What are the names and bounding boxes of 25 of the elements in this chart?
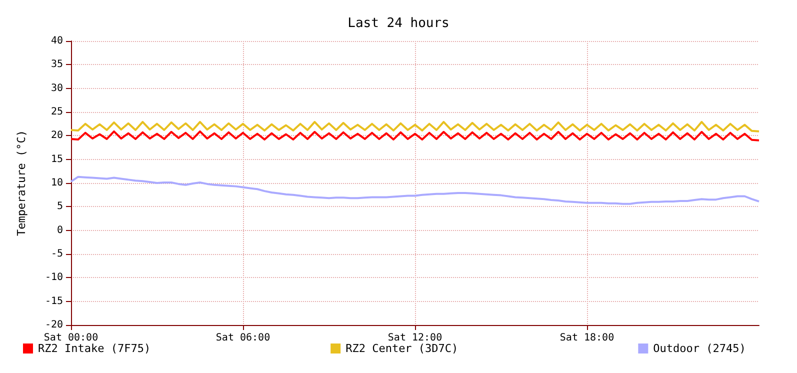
y-tick-label: -10 [44,272,63,284]
line-series [70,130,760,142]
y-tick-label: 0 [56,224,63,236]
x-tick-label: Sat 00:00 [44,332,98,344]
y-tick-label: 30 [50,82,63,94]
legend-label: RZ2 Intake (7F75) [38,342,151,355]
y-tick-label: -15 [44,296,63,307]
y-tick-label: -20 [44,320,63,330]
y-tick-label: 5 [56,201,63,212]
x-tick-label: Sat 06:00 [216,332,270,344]
legend-label: RZ2 Center (3D7C) [346,342,458,355]
y-tick-label: 25 [50,106,63,118]
line-series [70,120,760,132]
y-tick-label: -5 [50,248,63,260]
legend-label: Outdoor (2745) [653,342,746,355]
x-tick-label: Sat 12:00 [388,332,442,344]
y-tick-label: 15 [50,154,63,165]
line-series [70,176,760,205]
y-tick-label: 40 [50,36,63,46]
chart-title: Last 24 hours [348,16,450,31]
y-axis-title: Temperature (°C) [15,130,28,236]
y-tick-label: 10 [50,178,63,188]
x-tick-label: Sat 18:00 [560,332,614,344]
y-tick-label: 20 [50,130,63,142]
y-tick-label: 35 [50,59,63,70]
